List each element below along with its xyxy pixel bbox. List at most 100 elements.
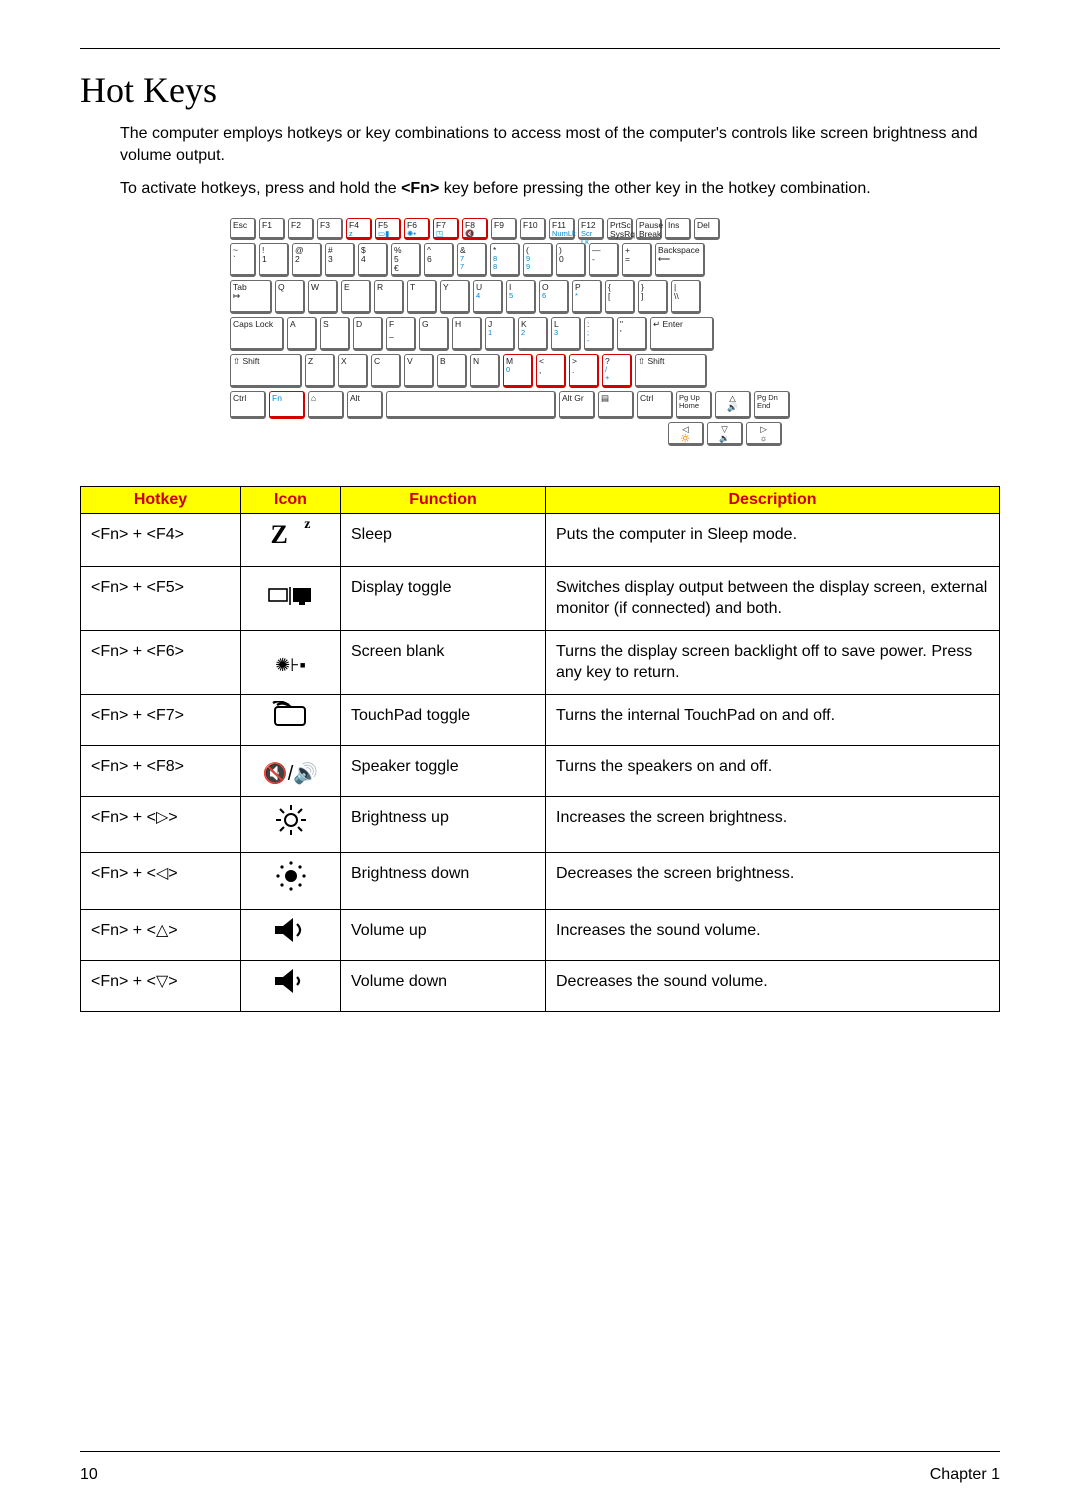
keyboard-key: Backspace⟵ (655, 243, 705, 277)
keyboard-key: E (341, 280, 371, 314)
cell-description: Switches display output between the disp… (546, 566, 1000, 630)
keyboard-key: )0 (556, 243, 586, 277)
keyboard-key: F4z (346, 218, 372, 240)
keyboard-key: F9 (491, 218, 517, 240)
keyboard-key: F3 (317, 218, 343, 240)
cell-description: Puts the computer in Sleep mode. (546, 513, 1000, 566)
keyboard-key: T (407, 280, 437, 314)
cell-description: Decreases the sound volume. (546, 960, 1000, 1011)
keyboard-key: Alt (347, 391, 383, 419)
keyboard-key: P* (572, 280, 602, 314)
cell-hotkey: <Fn> + <F5> (81, 566, 241, 630)
keyboard-key: O6 (539, 280, 569, 314)
keyboard-key: —- (589, 243, 619, 277)
keyboard-key: (99 (523, 243, 553, 277)
hotkey-table: Hotkey Icon Function Description <Fn> + … (80, 486, 1000, 1012)
keyboard-key: PauseBreak (636, 218, 662, 240)
top-rule (80, 48, 1000, 49)
keyboard-key: ▤ (598, 391, 634, 419)
cell-hotkey: <Fn> + <F8> (81, 745, 241, 796)
intro-paragraph-2: To activate hotkeys, press and hold the … (120, 178, 1000, 200)
cell-description: Turns the internal TouchPad on and off. (546, 694, 1000, 745)
table-row: <Fn> + <◁>Brightness downDecreases the s… (81, 853, 1000, 910)
keyboard-key: X (338, 354, 368, 388)
table-row: <Fn> + <F6>✺⊦▪Screen blankTurns the disp… (81, 630, 1000, 694)
cell-function: Brightness up (341, 796, 546, 853)
keyboard-key: F5▭▮ (375, 218, 401, 240)
cell-function: Volume up (341, 910, 546, 961)
keyboard-key: <, (536, 354, 566, 388)
keyboard-key: $4 (358, 243, 388, 277)
th-icon: Icon (241, 486, 341, 513)
keyboard-key: H (452, 317, 482, 351)
volume-down-icon (273, 967, 309, 995)
keyboard-key: *88 (490, 243, 520, 277)
cell-description: Increases the screen brightness. (546, 796, 1000, 853)
cell-icon: 🔇/🔊 (241, 745, 341, 796)
keyboard-key: ▽🔉 (707, 422, 743, 446)
keyboard-key: "' (617, 317, 647, 351)
keyboard-key: B (437, 354, 467, 388)
keyboard-key: !1 (259, 243, 289, 277)
keyboard-key: ⇧ Shift (635, 354, 707, 388)
keyboard-key: |\\ (671, 280, 701, 314)
cell-hotkey: <Fn> + <F4> (81, 513, 241, 566)
cell-function: Volume down (341, 960, 546, 1011)
keyboard-key: △🔊 (715, 391, 751, 419)
keyboard-key: ⇧ Shift (230, 354, 302, 388)
keyboard-key (386, 391, 556, 419)
cell-description: Decreases the screen brightness. (546, 853, 1000, 910)
keyboard-key: F7◳ (433, 218, 459, 240)
cell-icon (241, 694, 341, 745)
table-row: <Fn> + <F7>TouchPad toggleTurns the inte… (81, 694, 1000, 745)
keyboard-key: F6✺▪ (404, 218, 430, 240)
keyboard-key: F12Scr Lk (578, 218, 604, 240)
chapter-label: Chapter 1 (930, 1466, 1000, 1484)
keyboard-key: F11NumLk (549, 218, 575, 240)
intro-p2-b: <Fn> (401, 180, 439, 197)
cell-hotkey: <Fn> + <F6> (81, 630, 241, 694)
cell-icon: ✺⊦▪ (241, 630, 341, 694)
volume-up-icon (273, 916, 309, 944)
keyboard-key: ◁🔅 (668, 422, 704, 446)
keyboard-key: F_ (386, 317, 416, 351)
cell-description: Turns the speakers on and off. (546, 745, 1000, 796)
intro-block: The computer employs hotkeys or key comb… (120, 123, 1000, 200)
keyboard-key: A (287, 317, 317, 351)
keyboard-key: F8🔇 (462, 218, 488, 240)
keyboard-key: N (470, 354, 500, 388)
th-function: Function (341, 486, 546, 513)
cell-icon (241, 853, 341, 910)
table-row: <Fn> + <F5> Display toggleSwitches displa… (81, 566, 1000, 630)
keyboard-key: Ctrl (637, 391, 673, 419)
keyboard-key: L3 (551, 317, 581, 351)
touchpad-icon (271, 701, 311, 729)
keyboard-key: @2 (292, 243, 322, 277)
keyboard-key: Y (440, 280, 470, 314)
cell-icon (241, 566, 341, 630)
keyboard-key: Tab↦ (230, 280, 272, 314)
cell-function: Display toggle (341, 566, 546, 630)
keyboard-key: ⌂ (308, 391, 344, 419)
keyboard-figure: EscF1F2F3F4zF5▭▮F6✺▪F7◳F8🔇F9F10F11NumLkF… (230, 218, 850, 458)
keyboard-key: }] (638, 280, 668, 314)
keyboard-key: J1 (485, 317, 515, 351)
cell-function: Screen blank (341, 630, 546, 694)
hotkey-table-body: <Fn> + <F4>ZzSleepPuts the computer in S… (81, 513, 1000, 1011)
cell-hotkey: <Fn> + <F7> (81, 694, 241, 745)
keyboard-key: PrtScSysRq (607, 218, 633, 240)
table-row: <Fn> + <▽>Volume downDecreases the sound… (81, 960, 1000, 1011)
keyboard-key: Q (275, 280, 305, 314)
keyboard-key: U4 (473, 280, 503, 314)
keyboard-key: ↵ Enter (650, 317, 714, 351)
th-hotkey: Hotkey (81, 486, 241, 513)
keyboard-key: F2 (288, 218, 314, 240)
sleep-icon: Zz (271, 520, 311, 550)
page-number: 10 (80, 1466, 98, 1484)
cell-function: Brightness down (341, 853, 546, 910)
cell-icon: Zz (241, 513, 341, 566)
page-title: Hot Keys (80, 69, 1000, 111)
keyboard-key: K2 (518, 317, 548, 351)
keyboard-key: Caps Lock (230, 317, 284, 351)
page-footer: 10 Chapter 1 (80, 1466, 1000, 1484)
